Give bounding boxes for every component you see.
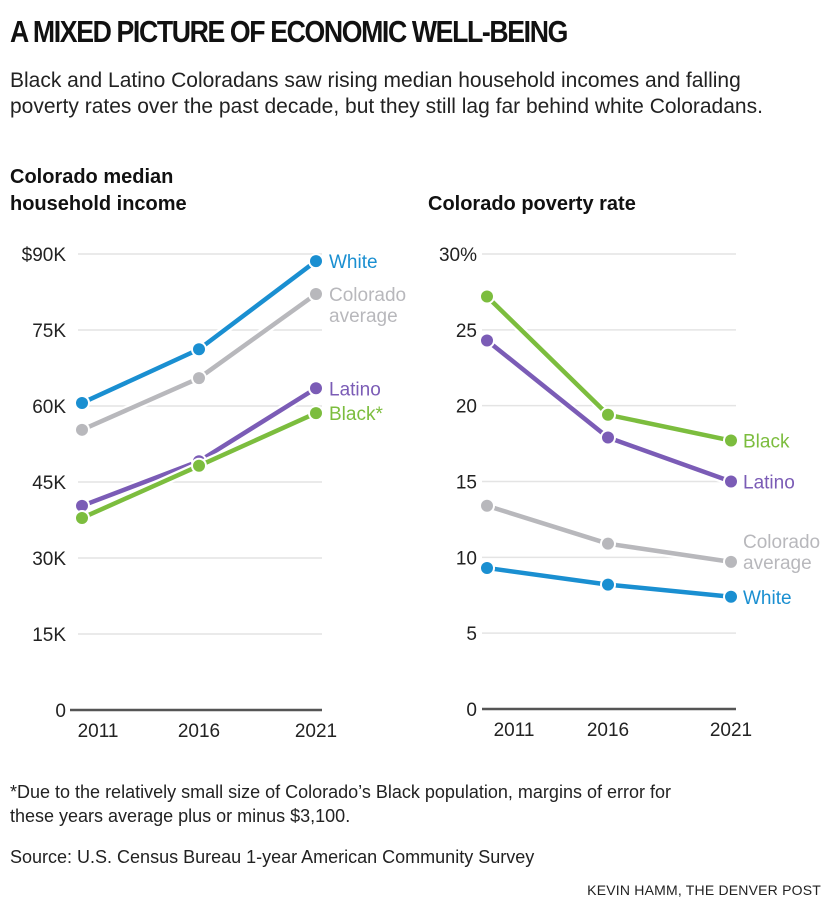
income-chart-title-line: household income bbox=[10, 193, 187, 215]
poverty-point-colorado_average bbox=[602, 537, 614, 550]
income-y-tick-label: 30K bbox=[32, 549, 66, 570]
poverty-series-label-white: White bbox=[743, 588, 792, 609]
poverty-y-tick-label: 25 bbox=[456, 321, 477, 342]
income-point-black bbox=[310, 407, 322, 420]
income-y-tick-label: 60K bbox=[32, 397, 66, 418]
poverty-chart-title: Colorado poverty rate bbox=[428, 193, 636, 215]
poverty-series-label-black: Black bbox=[743, 432, 790, 453]
income-series-label-colorado_average: Colorado bbox=[329, 285, 406, 306]
income-series-label-black: Black* bbox=[329, 404, 383, 425]
income-point-colorado_average bbox=[76, 423, 88, 436]
income-series-label-colorado_average: average bbox=[329, 306, 398, 327]
income-point-white bbox=[310, 255, 322, 268]
income-point-white bbox=[193, 343, 205, 356]
income-series-label-latino: Latino bbox=[329, 379, 381, 400]
income-point-colorado_average bbox=[193, 372, 205, 385]
income-chart-title: Colorado median household income bbox=[10, 164, 187, 218]
poverty-chart: 0 5 10 15 20 25 30% 2011 2016 2021 Black Latino Colo… bbox=[439, 245, 820, 741]
poverty-series-label-colorado_average: Colorado bbox=[743, 532, 820, 553]
income-chart: 0 15K 30K 45K 60K 75K $90K 2011 2016 2021 White Col… bbox=[22, 245, 406, 742]
poverty-y-tick-label: 20 bbox=[456, 397, 477, 418]
poverty-point-latino bbox=[602, 431, 614, 444]
poverty-y-tick-label: 15 bbox=[456, 473, 477, 494]
poverty-point-white bbox=[725, 590, 737, 603]
income-point-black bbox=[76, 511, 88, 524]
poverty-x-tick-label: 2011 bbox=[494, 720, 535, 741]
poverty-y-tick-label: 0 bbox=[466, 700, 477, 721]
income-x-tick-label: 2011 bbox=[78, 721, 119, 742]
page-title: A MIXED PICTURE OF ECONOMIC WELL-BEING bbox=[10, 14, 568, 49]
poverty-point-white bbox=[481, 561, 493, 574]
poverty-y-tick-label: 30% bbox=[439, 245, 477, 266]
income-point-latino bbox=[310, 382, 322, 395]
income-point-latino bbox=[76, 499, 88, 512]
poverty-y-tick-label: 5 bbox=[466, 624, 477, 645]
income-series-label-white: White bbox=[329, 252, 378, 273]
poverty-point-latino bbox=[481, 334, 493, 347]
poverty-point-white bbox=[602, 578, 614, 591]
income-point-black bbox=[193, 459, 205, 472]
income-chart-title-line: Colorado median bbox=[10, 166, 174, 188]
income-x-tick-label: 2021 bbox=[295, 721, 337, 742]
poverty-point-black bbox=[481, 290, 493, 303]
poverty-x-tick-label: 2021 bbox=[710, 720, 752, 741]
poverty-series-halo bbox=[485, 501, 732, 567]
poverty-x-tick-label: 2016 bbox=[587, 720, 629, 741]
income-x-tick-label: 2016 bbox=[178, 721, 220, 742]
income-y-tick-label: 75K bbox=[32, 321, 66, 342]
poverty-series-label-latino: Latino bbox=[743, 473, 795, 494]
poverty-point-colorado_average bbox=[725, 555, 737, 568]
income-y-tick-label: 45K bbox=[32, 473, 66, 494]
income-point-colorado_average bbox=[310, 288, 322, 301]
income-y-tick-label: 0 bbox=[55, 701, 66, 722]
income-y-tick-label: $90K bbox=[22, 245, 67, 266]
poverty-point-black bbox=[602, 408, 614, 421]
credit: KEVIN HAMM, THE DENVER POST bbox=[587, 882, 821, 898]
income-point-white bbox=[76, 396, 88, 409]
footnote: *Due to the relatively small size of Col… bbox=[10, 782, 671, 826]
source-note: Source: U.S. Census Bureau 1-year Americ… bbox=[10, 847, 535, 867]
poverty-point-latino bbox=[725, 475, 737, 488]
poverty-point-black bbox=[725, 434, 737, 447]
poverty-y-tick-label: 10 bbox=[456, 548, 477, 569]
income-y-tick-label: 15K bbox=[32, 625, 66, 646]
poverty-point-colorado_average bbox=[481, 499, 493, 512]
subtitle: Black and Latino Coloradans saw rising m… bbox=[10, 69, 763, 118]
poverty-series-label-colorado_average: average bbox=[743, 553, 812, 574]
